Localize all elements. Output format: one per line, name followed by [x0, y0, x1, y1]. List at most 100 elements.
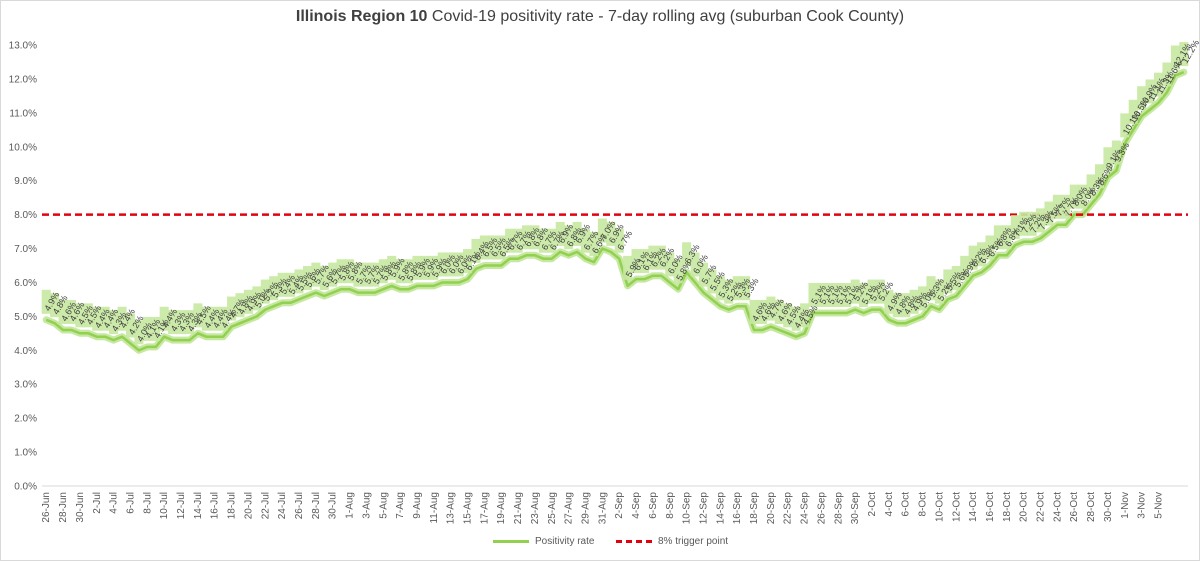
- x-tick-label: 25-Aug: [547, 492, 558, 524]
- data-label-bg: [926, 276, 936, 301]
- x-tick-label: 12-Jul: [176, 492, 187, 519]
- y-tick-label: 12.0%: [9, 74, 37, 85]
- x-tick-label: 12-Sep: [698, 492, 709, 525]
- data-label-bg: [210, 306, 220, 331]
- data-label-bg: [328, 262, 338, 287]
- data-label-bg: [656, 245, 666, 270]
- y-tick-label: 4.0%: [14, 346, 37, 357]
- data-label-bg: [934, 279, 944, 304]
- data-label-bg: [884, 289, 894, 314]
- data-label-bg: [125, 313, 135, 338]
- data-label-bg: [370, 262, 380, 287]
- x-tick-label: 28-Oct: [1086, 492, 1097, 522]
- data-label-bg: [412, 255, 422, 280]
- data-label-bg: [522, 225, 532, 250]
- data-label-bg: [564, 225, 574, 250]
- data-label-bg: [235, 293, 245, 318]
- positivity-line: [45, 70, 1185, 352]
- x-tick-label: 18-Oct: [1002, 492, 1013, 522]
- data-label-bg: [1061, 194, 1071, 219]
- data-label-bg: [277, 272, 287, 297]
- data-label-bg: [1036, 208, 1046, 233]
- data-label-bg: [168, 310, 178, 335]
- data-label-bg: [437, 252, 447, 277]
- data-label-bg: [1019, 211, 1029, 236]
- x-tick-label: 22-Jul: [260, 492, 271, 519]
- data-label-bg: [867, 279, 877, 304]
- x-tick-label: 6-Oct: [901, 492, 912, 517]
- data-label-bg: [496, 235, 506, 260]
- x-tick-label: 20-Oct: [1019, 492, 1030, 522]
- x-tick-label: 5-Aug: [378, 492, 389, 519]
- data-label-bg: [960, 255, 970, 280]
- x-tick-label: 20-Sep: [766, 492, 777, 525]
- data-label-bg: [977, 242, 987, 267]
- data-label-bg: [993, 225, 1003, 250]
- x-tick-label: 16-Sep: [732, 492, 743, 525]
- data-label-bg: [446, 252, 456, 277]
- data-label-bg: [808, 282, 818, 307]
- data-label-bg: [715, 276, 725, 301]
- x-tick-label: 28-Jun: [58, 492, 69, 523]
- legend-swatch-positivity: [493, 540, 529, 543]
- data-label-bg: [724, 279, 734, 304]
- data-label-bg: [623, 255, 633, 280]
- data-label-bg: [159, 306, 169, 331]
- data-label-bg: [463, 249, 473, 274]
- x-tick-label: 18-Sep: [749, 492, 760, 525]
- x-tick-label: 15-Aug: [463, 492, 474, 524]
- y-tick-label: 11.0%: [9, 108, 37, 119]
- x-tick-label: 28-Sep: [833, 492, 844, 525]
- data-label-bg: [1027, 211, 1037, 236]
- x-tick-label: 24-Oct: [1052, 492, 1063, 522]
- data-label-bg: [757, 299, 767, 324]
- data-label-bg: [361, 262, 371, 287]
- legend-swatch-trigger: [616, 540, 652, 543]
- data-label-bg: [505, 228, 515, 253]
- data-label-bg: [614, 228, 624, 253]
- x-tick-label: 26-Jul: [294, 492, 305, 519]
- x-tick-label: 19-Aug: [496, 492, 507, 524]
- data-label-bg: [134, 320, 144, 345]
- data-label-bg: [429, 255, 439, 280]
- x-tick-label: 26-Sep: [816, 492, 827, 525]
- x-tick-label: 22-Oct: [1036, 492, 1047, 522]
- x-tick-label: 23-Aug: [530, 492, 541, 524]
- y-tick-label: 1.0%: [14, 448, 37, 459]
- data-label-bg: [176, 310, 186, 335]
- data-label-bg: [597, 218, 607, 243]
- data-label-bg: [547, 228, 557, 253]
- data-label-bg: [269, 276, 279, 301]
- data-label-bg: [985, 235, 995, 260]
- x-tick-label: 16-Oct: [985, 492, 996, 522]
- y-tick-label: 9.0%: [14, 176, 37, 187]
- x-tick-label: 11-Aug: [429, 492, 440, 524]
- x-tick-label: 9-Aug: [412, 492, 423, 519]
- y-tick-label: 5.0%: [14, 312, 37, 323]
- x-tick-label: 10-Oct: [934, 492, 945, 522]
- data-label-bg: [909, 289, 919, 314]
- data-label-bg: [580, 228, 591, 253]
- data-label-bg: [572, 221, 582, 246]
- data-label-bg: [918, 286, 928, 311]
- data-label-bg: [193, 303, 203, 328]
- data-label-bg: [1137, 86, 1147, 111]
- y-tick-label: 0.0%: [14, 482, 37, 493]
- data-label-bg: [420, 255, 430, 280]
- y-tick-label: 6.0%: [14, 278, 37, 289]
- data-label-bg: [117, 306, 127, 331]
- data-label-bg: [353, 262, 363, 287]
- data-label-bg: [142, 316, 152, 341]
- data-label-bg: [538, 228, 548, 253]
- data-label-bg: [311, 262, 321, 287]
- data-label-bg: [1162, 62, 1172, 87]
- x-tick-label: 13-Aug: [446, 492, 457, 524]
- data-label-bg: [387, 255, 397, 280]
- data-label-bg: [968, 245, 978, 270]
- data-label-bg: [1069, 184, 1079, 209]
- data-label-bg: [151, 316, 161, 341]
- legend-label-trigger: 8% trigger point: [658, 536, 729, 547]
- x-tick-label: 1-Aug: [345, 492, 356, 519]
- data-label-bg: [875, 279, 885, 304]
- x-tick-label: 3-Aug: [361, 492, 372, 519]
